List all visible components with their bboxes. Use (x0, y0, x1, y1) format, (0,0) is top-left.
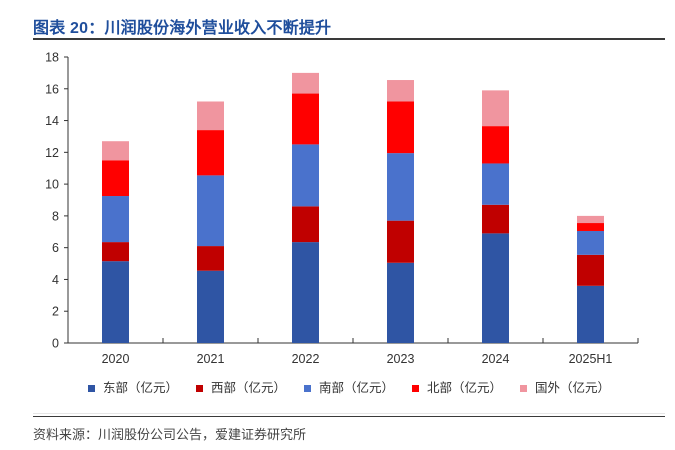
bar-segment (102, 141, 129, 161)
x-tick-label: 2020 (102, 352, 130, 366)
bar-segment (577, 254, 604, 286)
bar-segment (482, 163, 509, 205)
y-tick-label: 10 (45, 178, 59, 192)
bar-segment (482, 126, 509, 164)
bar-segment (577, 223, 604, 231)
bar-stack-2020 (102, 141, 129, 343)
legend-label: 北部（亿元） (427, 380, 502, 395)
bar-stack-2022 (292, 72, 319, 343)
source-divider-light (33, 413, 665, 414)
legend-item: 南部（亿元） (304, 380, 394, 395)
bar-segment (387, 153, 414, 221)
bar-segment (387, 262, 414, 343)
bar-segment (577, 285, 604, 343)
bar-segment (292, 206, 319, 243)
bar-stack-2025H1 (577, 215, 604, 343)
legend-item: 北部（亿元） (412, 380, 502, 395)
bar-segment (102, 160, 129, 197)
bar-segment (197, 130, 224, 176)
x-tick-label: 2021 (197, 352, 225, 366)
legend-label: 东部（亿元） (103, 380, 178, 395)
legend-swatch (520, 385, 527, 392)
bar-segment (292, 242, 319, 343)
y-tick-label: 16 (45, 82, 59, 96)
y-tick-label: 2 (52, 305, 59, 319)
legend: 东部（亿元） 西部（亿元） 南部（亿元） 北部（亿元） 国外（亿元） (88, 380, 610, 395)
legend-item: 西部（亿元） (196, 380, 286, 395)
legend-item: 东部（亿元） (88, 380, 178, 395)
bar-segment (387, 80, 414, 102)
bar-segment (102, 196, 129, 243)
bar-segment (577, 230, 604, 255)
bar-segment (292, 144, 319, 207)
bars (102, 72, 604, 343)
bar-segment (197, 246, 224, 271)
y-tick-label: 18 (45, 51, 59, 65)
legend-label: 西部（亿元） (211, 380, 286, 395)
legend-swatch (88, 385, 95, 392)
bar-segment (387, 101, 414, 154)
bar-segment (292, 93, 319, 145)
y-tick-label: 4 (52, 273, 59, 287)
x-tick-label: 2024 (482, 352, 510, 366)
bar-segment (197, 101, 224, 131)
bar-segment (482, 204, 509, 234)
bar-segment (102, 261, 129, 343)
legend-swatch (196, 385, 203, 392)
bar-segment (482, 233, 509, 343)
legend-label: 南部（亿元） (319, 380, 394, 395)
source-divider (33, 416, 665, 417)
y-axis: 0 2 4 6 8 10 12 14 16 18 (45, 51, 69, 351)
title-divider (33, 38, 665, 40)
bar-segment (102, 242, 129, 262)
y-tick-label: 12 (45, 146, 59, 160)
bar-segment (197, 175, 224, 247)
x-tick-label: 2023 (387, 352, 415, 366)
legend-item: 国外（亿元） (520, 380, 610, 395)
y-tick-label: 8 (52, 209, 59, 223)
x-tick-label: 2022 (292, 352, 320, 366)
chart-title: 图表 20：川润股份海外营业收入不断提升 (33, 20, 332, 37)
legend-label: 国外（亿元） (535, 380, 610, 395)
bar-segment (387, 220, 414, 263)
source-note: 资料来源：川润股份公司公告，爱建证券研究所 (33, 427, 307, 442)
legend-swatch (412, 385, 419, 392)
bar-segment (577, 215, 604, 224)
y-tick-label: 0 (52, 337, 59, 351)
x-tick-label: 2025H1 (569, 352, 613, 366)
y-tick-label: 6 (52, 241, 59, 255)
bar-stack-2024 (482, 90, 509, 343)
bar-segment (292, 72, 319, 94)
bar-segment (482, 90, 509, 127)
legend-swatch (304, 385, 311, 392)
bar-segment (197, 270, 224, 343)
y-tick-label: 14 (45, 114, 59, 128)
bar-stack-2021 (197, 101, 224, 343)
x-axis: 2020 2021 2022 2023 2024 2025H1 (68, 338, 639, 366)
bar-stack-2023 (387, 80, 414, 343)
